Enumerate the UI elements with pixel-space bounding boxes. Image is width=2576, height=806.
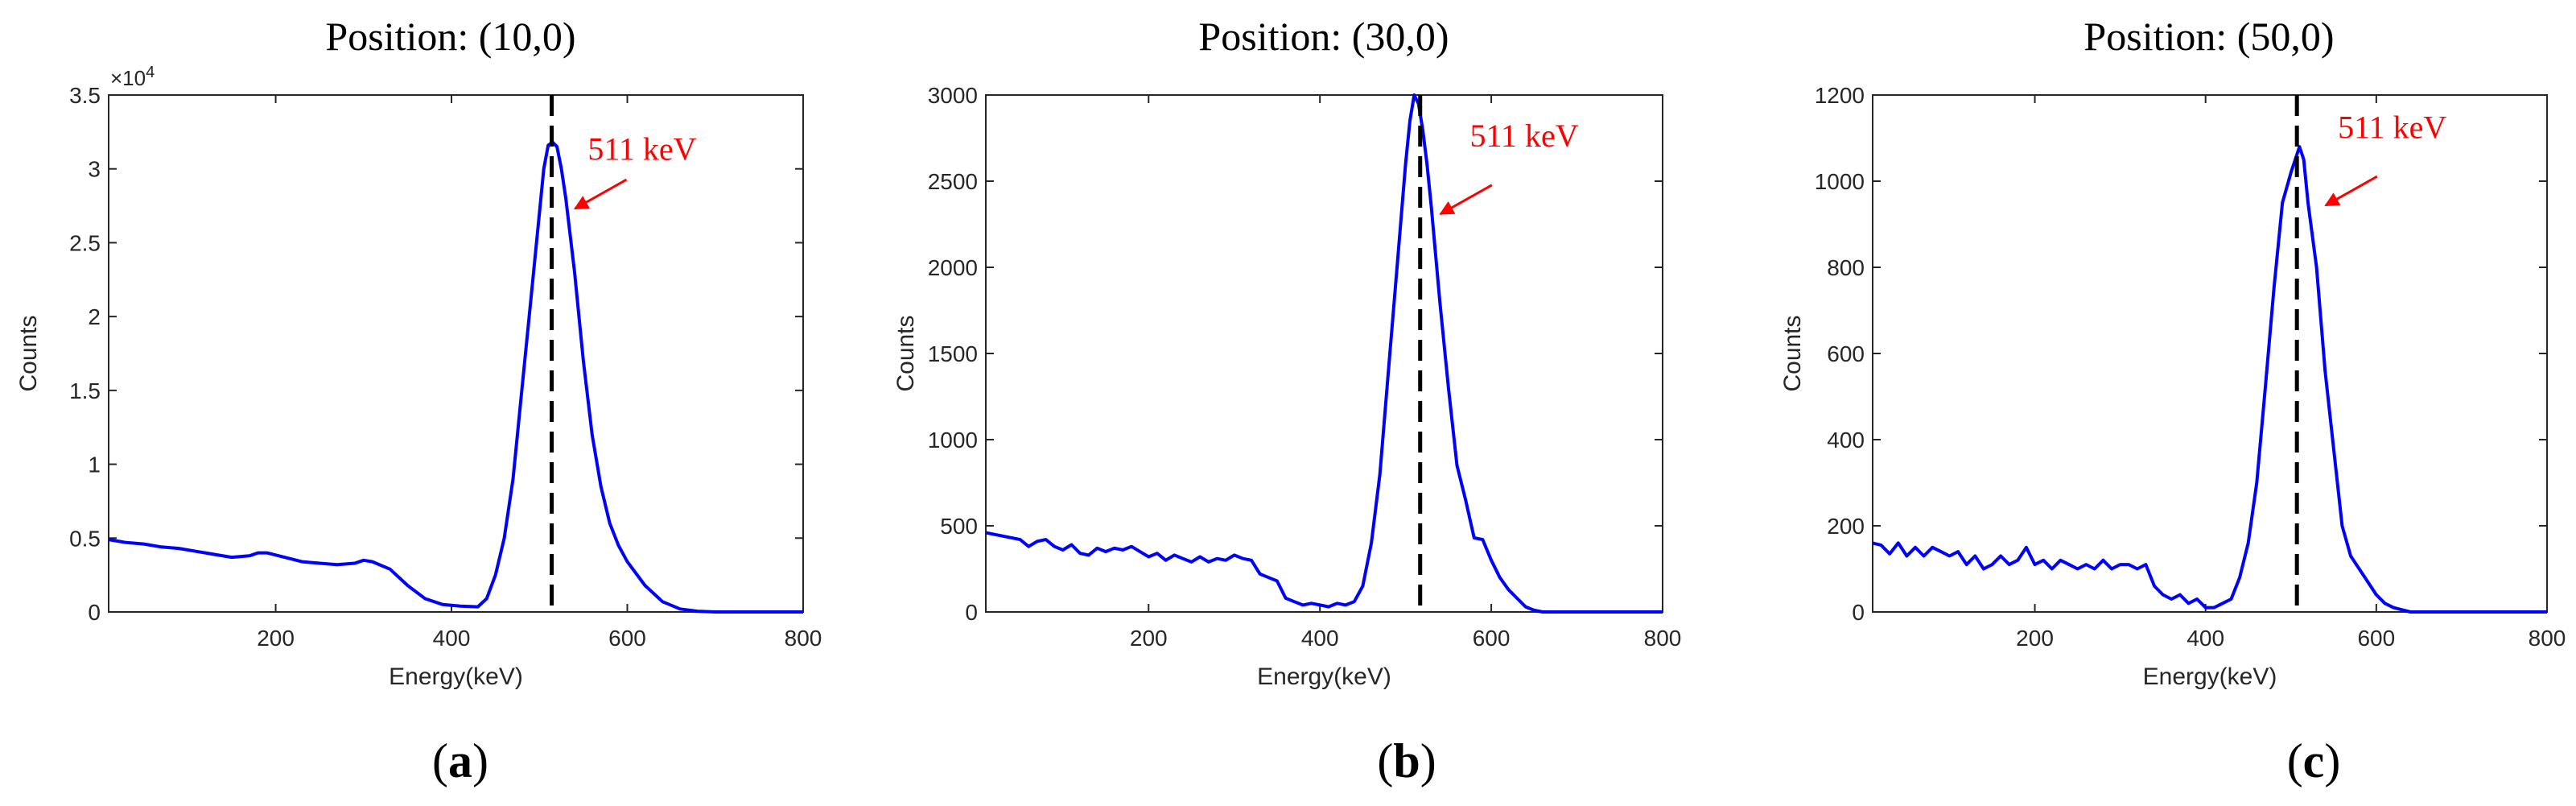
y-tick-label: 2 [88,304,101,329]
series-line-spectrum [1872,145,2547,614]
panel-label: (b) [1377,734,1436,787]
y-tick-label: 2500 [928,169,978,194]
x-axis-label: Energy(keV) [1257,663,1391,690]
y-tick-label: 3 [88,157,101,182]
chart-panel-b: Position: (30,0) 0 500 1000 1500 2000 2500 3000… [892,14,1681,787]
annotation-arrow [1439,184,1493,216]
y-tick-label: 0.5 [69,526,101,551]
y-tick-label: 1000 [1815,169,1865,194]
x-tick-label: 600 [1473,626,1511,651]
plot-frame [985,94,1663,613]
chart-title: Position: (50,0) [2083,14,2334,59]
y-tick-label: 2000 [928,255,978,280]
annotation-arrow [2324,175,2378,207]
y-tick-label: 0 [1852,600,1865,625]
x-axis-label: Energy(keV) [2143,663,2277,690]
chart-title: Position: (30,0) [1198,14,1449,59]
plot-frame [1872,94,2548,613]
y-tick-label: 1200 [1815,83,1865,108]
annotation-label: 511 keV [587,131,696,167]
x-axis-label: Energy(keV) [389,663,523,690]
x-tick-label: 400 [2187,626,2224,651]
chart-panel-c: Position: (50,0) 0 200 400 600 800 1000 1200 200… [1779,14,2566,787]
series-line-spectrum [108,140,803,614]
x-tick-label: 400 [433,626,471,651]
plot-frame [108,94,804,613]
x-tick-label: 600 [608,626,646,651]
y-tick-label: 600 [1827,341,1865,366]
x-tick-label: 800 [2529,626,2566,651]
chart-title: Position: (10,0) [325,14,575,59]
panel-label: (a) [432,734,488,787]
y-exponent-label: ×104 [110,64,155,90]
x-tick-label: 200 [2016,626,2054,651]
y-tick-label: 400 [1827,428,1865,453]
series-line-spectrum [985,93,1663,614]
x-tick-label: 600 [2357,626,2395,651]
annotation-label: 511 keV [1469,118,1578,154]
y-axis-label: Counts [892,315,919,391]
y-tick-label: 3.5 [69,83,101,108]
y-tick-label: 0 [965,600,978,625]
x-tick-label: 800 [785,626,822,651]
y-tick-label: 2.5 [69,230,101,255]
y-axis-label: Counts [15,315,42,391]
y-tick-label: 800 [1827,255,1865,280]
x-tick-label: 200 [1130,626,1168,651]
annotation-label: 511 keV [2338,110,2446,146]
y-tick-label: 200 [1827,514,1865,539]
chart-panel-a: Position: (10,0) 0 0.5 1 1.5 2 2.5 3 3.5 200 400 60… [15,14,822,787]
y-axis-label: Counts [1779,315,1806,391]
y-tick-label: 1500 [928,341,978,366]
x-tick-label: 400 [1301,626,1339,651]
y-tick-label: 3000 [928,83,978,108]
panel-label: (c) [2287,734,2341,787]
annotation-arrow [573,178,628,210]
x-tick-label: 800 [1644,626,1682,651]
y-tick-label: 500 [940,514,978,539]
y-tick-label: 1 [88,453,101,477]
y-tick-label: 1000 [928,428,978,453]
y-tick-label: 1.5 [69,378,101,403]
y-tick-label: 0 [88,600,101,625]
x-tick-label: 200 [257,626,295,651]
